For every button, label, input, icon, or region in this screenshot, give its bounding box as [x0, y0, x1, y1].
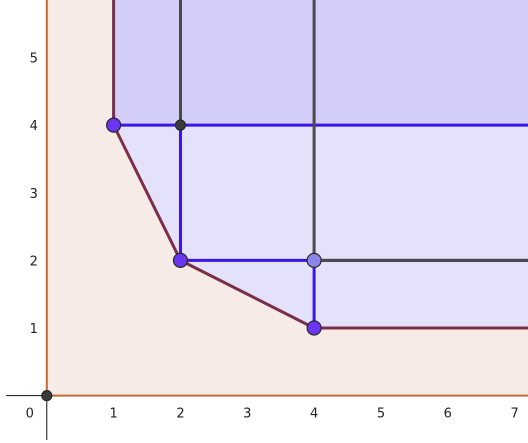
- x-tick-4: 4: [310, 407, 318, 422]
- y-tick-1: 1: [30, 322, 38, 337]
- x-tick-5: 5: [377, 407, 385, 422]
- chart-points: [41, 117, 322, 402]
- y-tick-5: 5: [30, 51, 38, 66]
- point-origin: [41, 390, 53, 402]
- shaded-regions: [46, 0, 528, 396]
- point-1-4: [106, 117, 122, 133]
- y-tick-4: 4: [30, 119, 38, 134]
- tick-labels: 0 1 2 3 4 5 6 7 1 2 3 4 5: [26, 51, 519, 421]
- point-2-2: [172, 252, 189, 268]
- y-tick-2: 2: [30, 254, 38, 269]
- point-4-2: [306, 252, 322, 268]
- y-tick-3: 3: [30, 187, 38, 202]
- x-tick-3: 3: [243, 407, 251, 422]
- x-tick-6: 6: [444, 407, 452, 422]
- point-2-4: [174, 119, 187, 131]
- axes: [6, 0, 528, 440]
- x-tick-2: 2: [176, 407, 184, 422]
- x-tick-0: 0: [26, 407, 34, 422]
- x-tick-7: 7: [510, 407, 518, 422]
- point-4-1: [306, 320, 322, 336]
- x-tick-1: 1: [109, 407, 117, 422]
- upper-bound-region: [113, 0, 528, 126]
